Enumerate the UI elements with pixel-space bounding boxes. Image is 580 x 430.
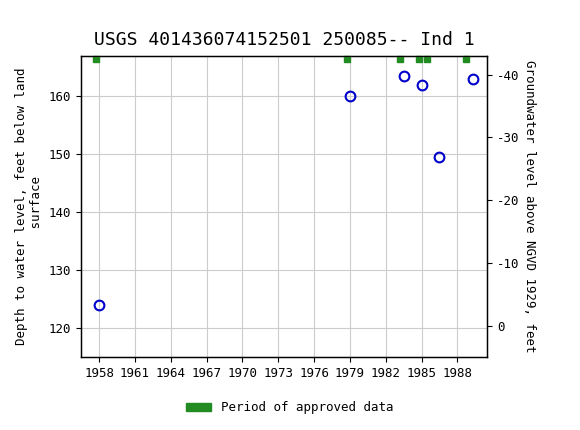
Text: ≡USGS: ≡USGS bbox=[12, 10, 70, 29]
Y-axis label: Groundwater level above NGVD 1929, feet: Groundwater level above NGVD 1929, feet bbox=[523, 60, 536, 353]
Title: USGS 401436074152501 250085-- Ind 1: USGS 401436074152501 250085-- Ind 1 bbox=[94, 31, 474, 49]
Legend: Period of approved data: Period of approved data bbox=[181, 396, 399, 419]
Y-axis label: Depth to water level, feet below land
 surface: Depth to water level, feet below land su… bbox=[16, 68, 44, 345]
